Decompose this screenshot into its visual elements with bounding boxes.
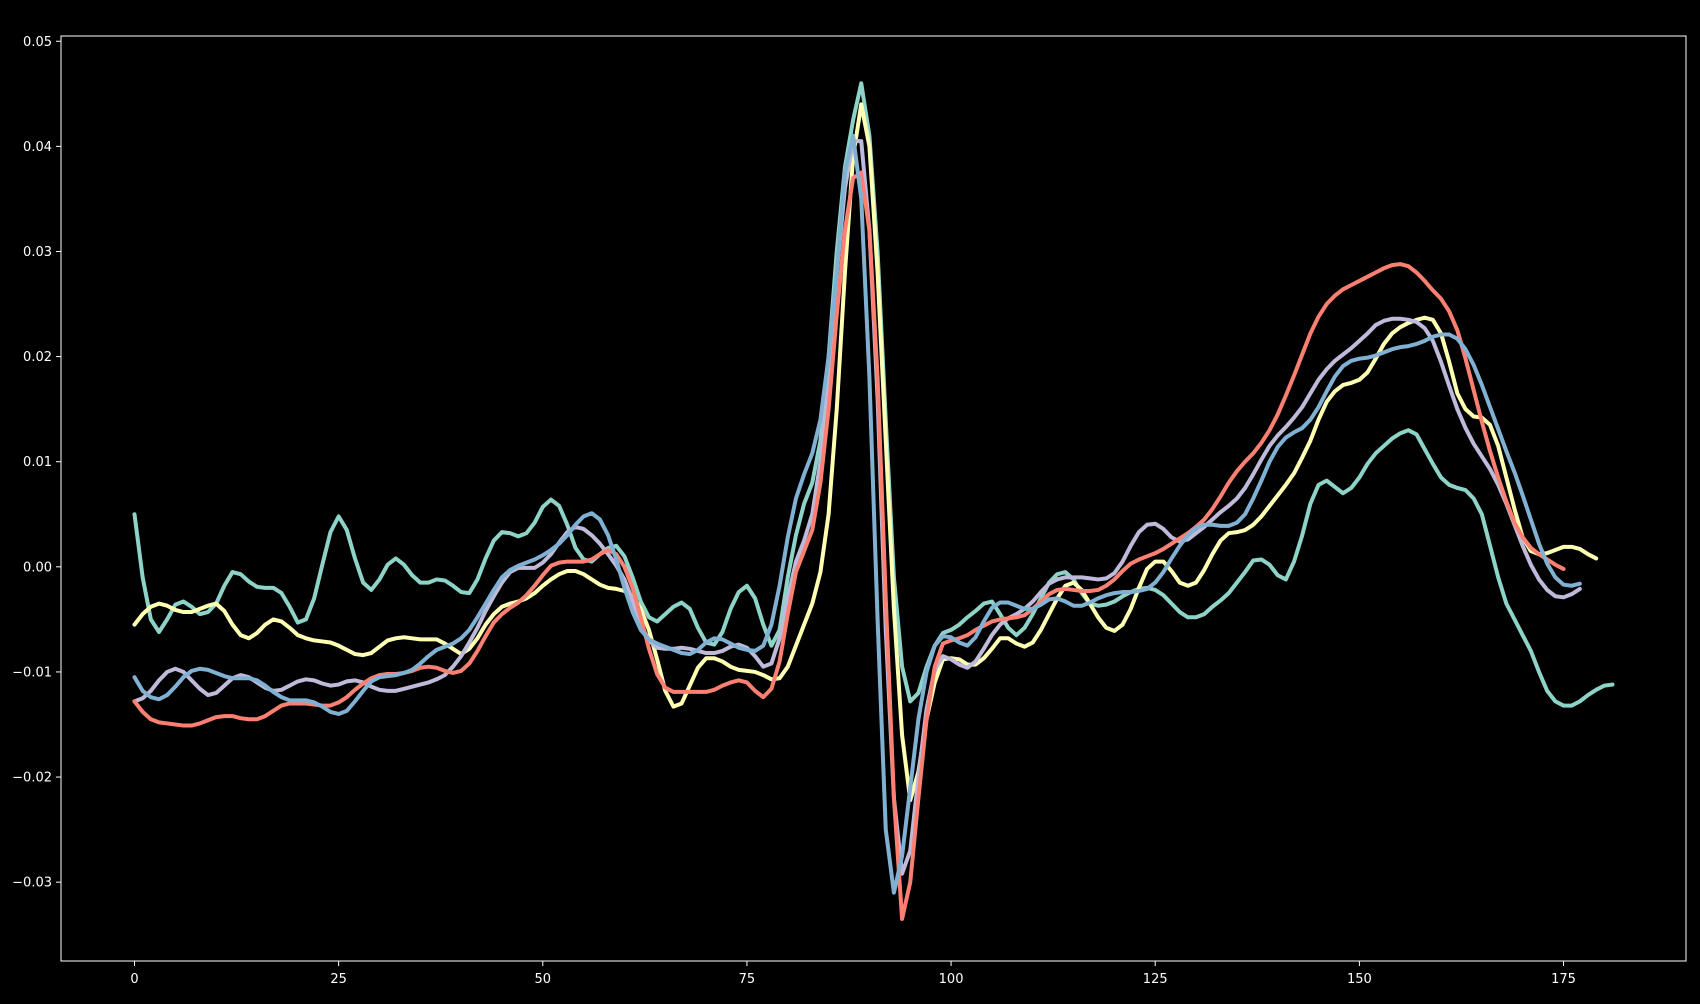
- x-tick-label: 50: [535, 972, 552, 987]
- plot-frame: [60, 35, 1687, 962]
- y-tick-label: 0.05: [23, 35, 52, 50]
- y-tick-label: 0.03: [23, 245, 52, 260]
- y-tick-label: −0.02: [12, 771, 52, 786]
- series-line-5: [132, 133, 1582, 895]
- y-tick-label: 0.04: [23, 140, 52, 155]
- series-line-4: [132, 170, 1566, 921]
- x-tick-label: 75: [739, 972, 756, 987]
- x-tick-label: 100: [939, 972, 964, 987]
- series-layer: [132, 81, 1615, 921]
- y-tick-label: −0.03: [12, 876, 52, 891]
- x-tick-label: 175: [1551, 972, 1576, 987]
- x-tick-label: 125: [1143, 972, 1168, 987]
- y-axis: −0.03 −0.02 −0.01 0.00 0.01 0.02 0.03 0.04 0.05: [12, 35, 61, 891]
- x-tick-label: 25: [330, 972, 347, 987]
- x-axis: 0 25 50 75 100 125 150 175: [130, 961, 1576, 987]
- series-line-2: [132, 102, 1599, 803]
- y-tick-label: −0.01: [12, 665, 52, 680]
- x-tick-label: 150: [1347, 972, 1372, 987]
- x-tick-label: 0: [130, 972, 138, 987]
- y-tick-label: 0.00: [23, 560, 52, 575]
- series-line-3: [132, 139, 1582, 876]
- y-tick-label: 0.02: [23, 350, 52, 365]
- y-tick-label: 0.01: [23, 455, 52, 470]
